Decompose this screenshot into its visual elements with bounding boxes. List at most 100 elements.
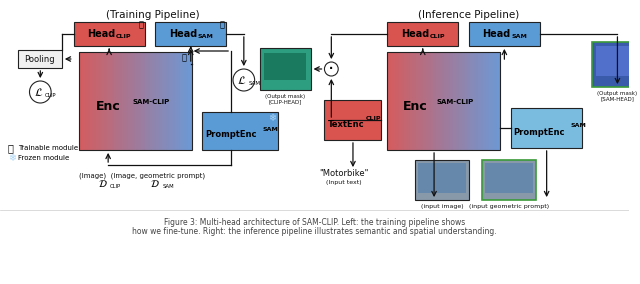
Bar (143, 52, 145, 150)
Bar (397, 52, 399, 150)
Bar (467, 52, 469, 150)
Bar (425, 52, 428, 150)
Bar (481, 52, 484, 150)
Bar (79, 52, 192, 150)
Text: (Input text): (Input text) (326, 179, 362, 185)
Text: Enc: Enc (96, 99, 120, 112)
Bar (109, 52, 111, 150)
Bar (463, 52, 465, 150)
Bar (126, 52, 128, 150)
Bar (446, 52, 448, 150)
Bar (497, 52, 499, 150)
Bar (167, 52, 170, 150)
Bar (393, 52, 396, 150)
Bar (465, 52, 467, 150)
Bar (399, 52, 401, 150)
Text: (Inference Pipeline): (Inference Pipeline) (419, 10, 520, 20)
Bar (156, 52, 158, 150)
Bar (415, 52, 418, 150)
Bar (461, 52, 463, 150)
Bar (418, 163, 466, 193)
Bar (387, 52, 500, 150)
Bar (139, 52, 141, 150)
Bar (18, 50, 62, 68)
Bar (95, 52, 98, 150)
Text: 🔥: 🔥 (8, 143, 13, 153)
Text: Head: Head (87, 29, 115, 39)
Bar (188, 52, 190, 150)
Text: CLIP: CLIP (116, 34, 131, 39)
Bar (408, 52, 410, 150)
Bar (264, 53, 306, 80)
Text: SAM-CLIP: SAM-CLIP (436, 99, 474, 105)
Bar (436, 52, 439, 150)
Bar (141, 52, 143, 150)
Text: SAM: SAM (249, 80, 260, 85)
Text: PromptEnc: PromptEnc (513, 128, 564, 137)
Bar (99, 52, 102, 150)
Text: SAM: SAM (262, 126, 278, 131)
Text: $\mathcal{D}$: $\mathcal{D}$ (150, 178, 160, 189)
Text: 🔥: 🔥 (181, 53, 186, 62)
Text: ❄: ❄ (8, 153, 16, 163)
Bar (435, 52, 437, 150)
Bar (469, 22, 540, 46)
Text: Head: Head (401, 29, 429, 39)
Bar (491, 52, 493, 150)
Bar (160, 52, 162, 150)
Text: SAM: SAM (162, 183, 174, 189)
Text: Trainable module: Trainable module (18, 145, 78, 151)
Bar (175, 52, 177, 150)
Bar (451, 52, 454, 150)
Bar (81, 52, 83, 150)
Bar (169, 52, 172, 150)
Text: CLIP: CLIP (429, 34, 445, 39)
Text: [SAM-HEAD]: [SAM-HEAD] (600, 96, 634, 101)
Bar (480, 52, 482, 150)
Circle shape (29, 81, 51, 103)
Bar (79, 52, 81, 150)
Text: $\mathcal{L}$: $\mathcal{L}$ (237, 74, 246, 86)
Bar (459, 52, 461, 150)
Bar (101, 52, 104, 150)
Bar (387, 22, 458, 46)
Bar (129, 52, 132, 150)
Bar (93, 52, 96, 150)
Bar (135, 52, 138, 150)
Text: TextEnc: TextEnc (328, 120, 364, 128)
Bar (116, 52, 118, 150)
Bar (389, 52, 392, 150)
Bar (476, 52, 478, 150)
Text: Frozen module: Frozen module (18, 155, 69, 161)
Text: $\mathcal{D}$: $\mathcal{D}$ (99, 178, 108, 189)
Bar (133, 52, 136, 150)
Bar (495, 52, 497, 150)
Bar (260, 48, 310, 90)
Text: Pooling: Pooling (24, 55, 55, 64)
Bar (433, 52, 435, 150)
Bar (478, 52, 480, 150)
Bar (145, 52, 147, 150)
Bar (84, 52, 86, 150)
Text: CLIP: CLIP (45, 93, 57, 97)
Bar (103, 52, 106, 150)
Text: (Image)  (Image, geometric prompt): (Image) (Image, geometric prompt) (79, 172, 205, 179)
Bar (455, 52, 458, 150)
Bar (179, 52, 181, 150)
Bar (147, 52, 149, 150)
Bar (74, 22, 145, 46)
Bar (184, 52, 186, 150)
Bar (158, 52, 160, 150)
Bar (202, 112, 278, 150)
Bar (90, 52, 92, 150)
Bar (493, 52, 495, 150)
Bar (415, 160, 469, 200)
Bar (406, 52, 408, 150)
Bar (457, 52, 460, 150)
Bar (440, 52, 442, 150)
Text: CLIP: CLIP (110, 183, 121, 189)
Text: (Output mask): (Output mask) (597, 91, 637, 96)
Bar (131, 52, 134, 150)
Bar (592, 42, 640, 87)
Text: Head: Head (169, 29, 197, 39)
